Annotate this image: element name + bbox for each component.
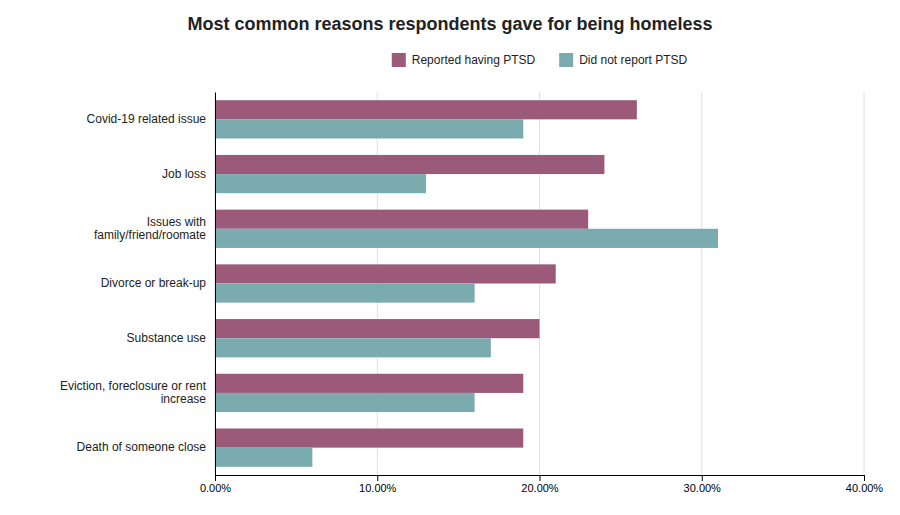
x-tick: 0.00% <box>200 475 231 494</box>
y-tick-label-line: Job loss <box>162 167 206 181</box>
plot-area: 0.00% 10.00% 20.00% 30.00% 40.00% Death of so… <box>60 92 883 494</box>
legend-item: Did not report PTSD <box>559 53 687 67</box>
legend-item: Reported having PTSD <box>392 53 536 67</box>
y-tick-label-line: Substance use <box>127 331 207 345</box>
legend-label: Did not report PTSD <box>579 53 687 67</box>
y-tick-label: Job loss <box>162 167 206 181</box>
bar <box>215 119 523 138</box>
legend-label: Reported having PTSD <box>412 53 536 67</box>
bar <box>215 374 523 393</box>
bar <box>215 338 491 357</box>
y-tick: Eviction, foreclosure or rentincrease <box>60 379 207 406</box>
legend-swatch <box>559 53 573 67</box>
x-tick-label: 30.00% <box>684 482 722 494</box>
bar <box>215 284 475 303</box>
x-tick: 30.00% <box>684 475 722 494</box>
bar <box>215 174 426 193</box>
x-tick: 40.00% <box>846 475 884 494</box>
x-tick-mark <box>377 475 378 481</box>
y-tick-label: Death of someone close <box>77 440 207 454</box>
chart-title: Most common reasons respondents gave for… <box>187 14 712 34</box>
grid-line <box>215 92 216 475</box>
y-tick: Job loss <box>162 167 206 181</box>
x-tick: 10.00% <box>359 475 397 494</box>
bar <box>215 210 588 229</box>
y-tick: Covid-19 related issue <box>87 112 207 126</box>
y-tick-label-line: Death of someone close <box>77 440 207 454</box>
y-tick-label: Issues withfamily/friend/roomate <box>94 215 206 242</box>
grid <box>215 92 864 475</box>
x-tick-label: 10.00% <box>359 482 397 494</box>
bar <box>215 393 475 412</box>
bars <box>215 100 718 467</box>
x-axis-line <box>216 476 865 482</box>
bar-series <box>215 100 637 447</box>
legend-swatch <box>392 53 406 67</box>
x-tick-label: 20.00% <box>521 482 559 494</box>
y-axis-line <box>215 93 216 476</box>
chart-container: Most common reasons respondents gave for… <box>0 0 900 515</box>
y-tick-label-line: Issues with <box>147 215 206 229</box>
y-tick-label: Eviction, foreclosure or rentincrease <box>60 379 207 406</box>
y-tick-label-line: Covid-19 related issue <box>87 112 207 126</box>
y-axis: Death of someone close Eviction, foreclos… <box>60 93 216 476</box>
x-tick-mark <box>702 475 703 481</box>
y-tick: Substance use <box>127 331 207 345</box>
y-tick-label-line: family/friend/roomate <box>94 228 206 242</box>
x-tick-label: 40.00% <box>846 482 884 494</box>
y-tick-label: Divorce or break-up <box>101 276 207 290</box>
y-tick-label-line: Divorce or break-up <box>101 276 207 290</box>
y-tick-label: Covid-19 related issue <box>87 112 207 126</box>
bar <box>215 448 312 467</box>
grid-line <box>864 92 865 475</box>
legend: Reported having PTSD Did not report PTSD <box>392 53 688 67</box>
bar <box>215 100 637 119</box>
y-tick-label-line: increase <box>161 392 207 406</box>
bar <box>215 428 523 447</box>
x-tick-mark <box>864 475 865 481</box>
chart-svg: Most common reasons respondents gave for… <box>0 0 900 515</box>
y-tick: Issues withfamily/friend/roomate <box>94 215 206 242</box>
y-tick: Divorce or break-up <box>101 276 207 290</box>
y-tick: Death of someone close <box>77 440 207 454</box>
x-tick: 20.00% <box>521 475 559 494</box>
x-axis: 0.00% 10.00% 20.00% 30.00% 40.00% <box>200 475 883 494</box>
y-tick-label-line: Eviction, foreclosure or rent <box>60 379 207 393</box>
y-tick-label: Substance use <box>127 331 207 345</box>
bar <box>215 229 718 248</box>
bar-series <box>215 119 718 466</box>
x-tick-mark <box>215 475 216 481</box>
bar <box>215 155 604 174</box>
x-tick-mark <box>540 475 541 481</box>
bar <box>215 319 540 338</box>
x-tick-label: 0.00% <box>200 482 231 494</box>
bar <box>215 264 556 283</box>
grid-line <box>701 92 702 475</box>
